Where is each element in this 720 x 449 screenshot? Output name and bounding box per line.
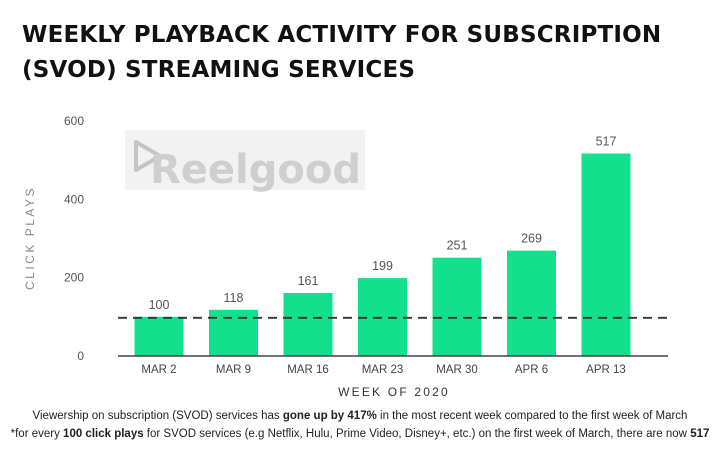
watermark-logo: Reelgood	[125, 130, 365, 193]
y-axis-label: CLICK PLAYS	[23, 186, 37, 290]
x-axis: MAR 2 MAR 9 MAR 16 MAR 23 MAR 30 APR 6 APR 13	[141, 364, 625, 376]
x-tick-label: MAR 2	[141, 364, 176, 376]
data-label: 100	[149, 298, 170, 312]
chart-title-line-1: WEEKLY PLAYBACK ACTIVITY FOR SUBSCRIPTIO…	[22, 22, 662, 48]
footnote-1-highlight: gone up by 417%	[282, 410, 377, 422]
x-tick-label: APR 6	[515, 364, 548, 376]
play-icon	[134, 140, 162, 172]
x-tick-label: MAR 16	[287, 364, 329, 376]
data-label: 269	[521, 232, 542, 246]
footnote-2-highlight-b: 517	[690, 428, 710, 440]
x-tick-label: APR 13	[586, 364, 626, 376]
y-tick-label: 0	[77, 349, 84, 363]
data-label: 251	[447, 239, 468, 253]
x-tick-label: MAR 9	[216, 364, 251, 376]
footnote-2-text-a: *for every	[10, 428, 64, 440]
y-tick-label: 400	[64, 192, 84, 206]
footnote-1-text-a: Viewership on subscription (SVOD) servic…	[32, 410, 283, 422]
footnote-2-text-b: for SVOD services (e.g Netflix, Hulu, Pr…	[143, 428, 691, 440]
chart-title: WEEKLY PLAYBACK ACTIVITY FOR SUBSCRIPTIO…	[22, 18, 712, 88]
bar-chart: Reelgood 0 200 400 600 100 118 161 199 251 269 51…	[23, 114, 668, 399]
y-tick-label: 200	[64, 271, 84, 285]
bar	[432, 257, 482, 356]
data-label: 517	[596, 135, 617, 149]
watermark-text: Reelgood	[150, 147, 361, 193]
bar	[134, 316, 184, 356]
x-tick-label: MAR 30	[436, 364, 478, 376]
x-axis-label: WEEK OF 2020	[338, 385, 450, 399]
x-tick-label: MAR 23	[362, 364, 404, 376]
bar	[209, 309, 258, 356]
chart-title-line-2: (SVOD) STREAMING SERVICES	[22, 57, 416, 83]
watermark-background	[125, 130, 365, 190]
bar	[507, 250, 556, 356]
footnote-line-2: *for every 100 click plays for SVOD serv…	[0, 428, 720, 440]
data-label: 118	[224, 291, 244, 305]
data-label: 199	[372, 259, 393, 273]
y-axis: 0 200 400 600	[64, 114, 84, 363]
y-tick-label: 600	[64, 114, 84, 128]
footnote-line-1: Viewership on subscription (SVOD) servic…	[0, 410, 720, 422]
bar	[581, 153, 631, 356]
bar	[283, 292, 333, 356]
footnote-2-highlight-a: 100 click plays	[63, 428, 144, 440]
data-label: 161	[298, 274, 319, 288]
footnote-1-text-b: in the most recent week compared to the …	[376, 410, 688, 422]
